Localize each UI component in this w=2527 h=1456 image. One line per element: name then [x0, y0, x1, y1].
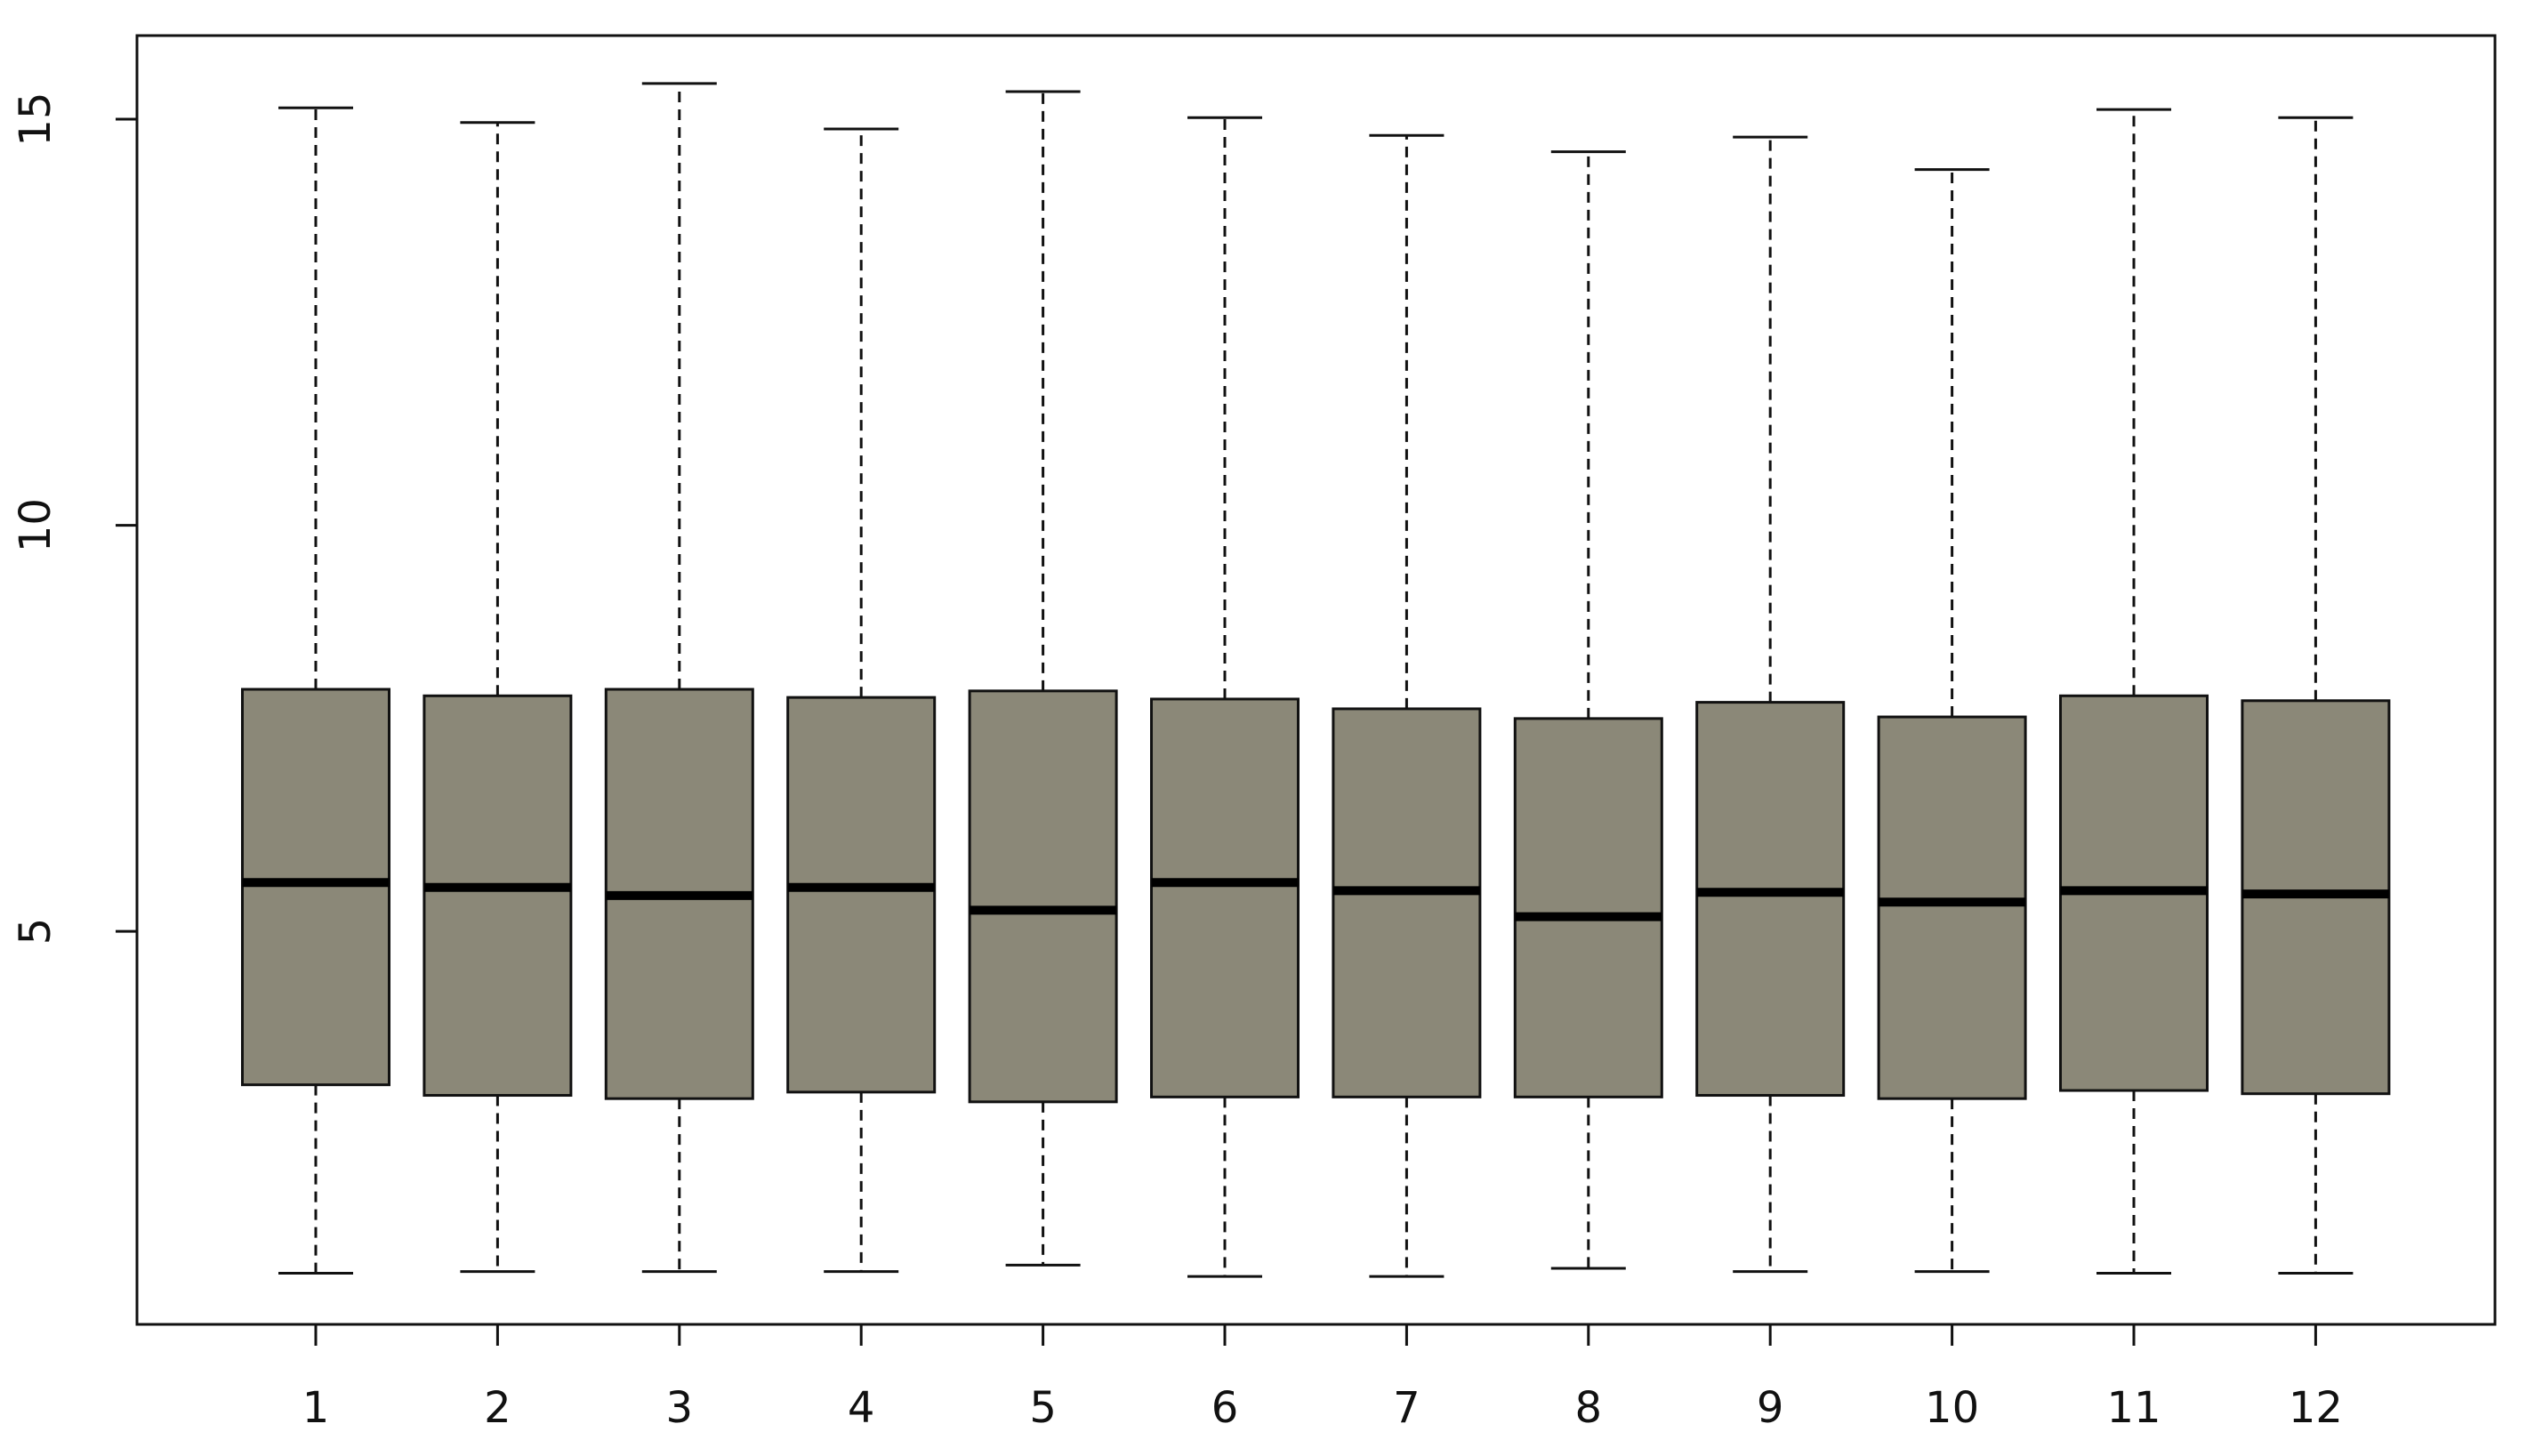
y-tick-label: 5	[11, 918, 60, 945]
box	[241, 688, 390, 1087]
x-tick-label: 9	[1757, 1383, 1784, 1433]
x-tick-label: 10	[1925, 1383, 1979, 1433]
box	[1332, 707, 1482, 1098]
x-tick-label: 11	[2106, 1383, 2161, 1433]
box	[968, 689, 1118, 1104]
box	[1695, 701, 1846, 1098]
box	[1877, 715, 2027, 1100]
x-tick-label: 8	[1575, 1383, 1603, 1433]
box	[1150, 697, 1300, 1098]
x-tick-label: 6	[1211, 1383, 1239, 1433]
y-tick-label: 10	[11, 498, 60, 552]
y-tick-label: 15	[11, 93, 60, 147]
x-tick-label: 5	[1029, 1383, 1057, 1433]
x-tick-label: 1	[302, 1383, 330, 1433]
box	[1513, 717, 1663, 1098]
box	[786, 696, 937, 1094]
x-tick-label: 12	[2289, 1383, 2343, 1433]
plot-frame	[135, 34, 2497, 1326]
x-tick-label: 4	[848, 1383, 875, 1433]
x-tick-label: 7	[1393, 1383, 1420, 1433]
x-tick-label: 2	[484, 1383, 511, 1433]
box	[423, 694, 573, 1098]
x-tick-label: 3	[666, 1383, 694, 1433]
